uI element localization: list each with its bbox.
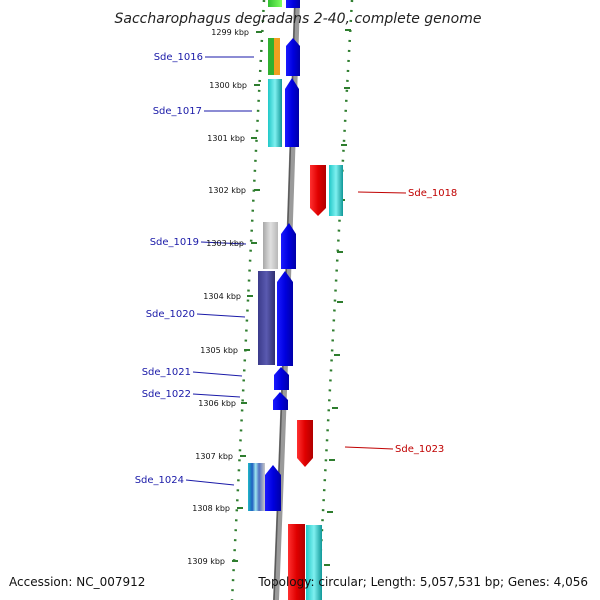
kbp-label: 1309 kbp [187, 557, 225, 566]
accession-label: Accession: NC_007912 [9, 575, 145, 589]
kbp-label: 1301 kbp [207, 134, 245, 143]
gene-label[interactable]: Sde_1022 [142, 389, 191, 400]
gene-label[interactable]: Sde_1017 [153, 106, 202, 117]
genome-summary: Topology: circular; Length: 5,057,531 bp… [257, 575, 588, 589]
gene-label[interactable]: Sde_1024 [135, 475, 184, 486]
gene-labels-left: Sde_1016 Sde_1017 Sde_1019 Sde_1020 Sde_… [135, 52, 203, 486]
gene-label[interactable]: Sde_1023 [395, 444, 444, 455]
feature-block-cyan [306, 525, 322, 600]
feature-block-grey [263, 222, 278, 269]
reverse-cds-arrow [288, 524, 305, 600]
kbp-scale-labels: 1299 kbp 1300 kbp 1301 kbp 1302 kbp 1303… [187, 28, 249, 566]
kbp-label: 1303 kbp [206, 239, 244, 248]
feature-block-multicolor [248, 463, 265, 511]
forward-cds-arrow [286, 0, 300, 8]
gene-label[interactable]: Sde_1021 [142, 367, 191, 378]
feature-block-green [268, 38, 274, 75]
feature-block-cyan [329, 165, 343, 216]
kbp-label: 1308 kbp [192, 504, 230, 513]
gene-label[interactable]: Sde_1020 [146, 309, 195, 320]
forward-cds-arrow [265, 465, 281, 511]
forward-cds-arrow [285, 78, 299, 147]
dotted-track-right [316, 0, 354, 600]
genome-title: Saccharophagus degradans 2-40, complete … [115, 11, 482, 27]
dotted-track-left [230, 0, 266, 600]
kbp-label: 1306 kbp [198, 399, 236, 408]
forward-cds-arrow [274, 367, 289, 390]
feature-block-cyan [268, 79, 282, 147]
feature-block-green [268, 0, 282, 7]
gene-label[interactable]: Sde_1018 [408, 188, 457, 199]
kbp-label: 1300 kbp [209, 81, 247, 90]
forward-cds-arrow [273, 392, 288, 410]
kbp-label: 1302 kbp [208, 186, 246, 195]
leader-lines-left [185, 56, 254, 486]
forward-cds-arrow [277, 271, 293, 366]
feature-block-orange [274, 38, 280, 75]
gene-label[interactable]: Sde_1019 [150, 237, 199, 248]
kbp-label: 1307 kbp [195, 452, 233, 461]
kbp-label: 1299 kbp [211, 28, 249, 37]
kbp-label: 1305 kbp [200, 346, 238, 355]
feature-block-slate [258, 271, 275, 365]
reverse-cds-arrow [310, 165, 326, 216]
reverse-cds-arrow [297, 420, 313, 467]
leader-lines-right [344, 191, 407, 450]
gene-label[interactable]: Sde_1016 [154, 52, 203, 63]
kbp-label: 1304 kbp [203, 292, 241, 301]
forward-cds-arrow [281, 223, 296, 269]
forward-cds-arrow [286, 38, 300, 76]
gene-labels-right: Sde_1018 Sde_1023 [395, 188, 457, 455]
